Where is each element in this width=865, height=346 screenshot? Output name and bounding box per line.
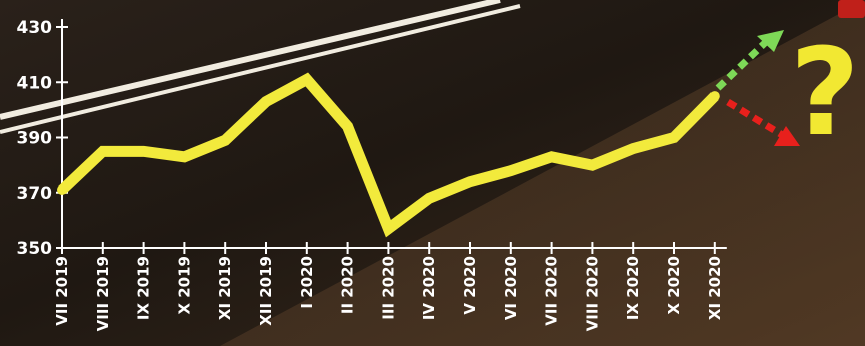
x-tick-label: VI 2020 (502, 256, 520, 320)
y-axis: 350 370 390 410 430 (17, 18, 68, 259)
data-point (628, 143, 639, 154)
x-tick-label: IX 2019 (135, 256, 153, 320)
data-point (669, 132, 679, 143)
data-point (97, 146, 108, 157)
data-point (220, 135, 231, 146)
x-tick-label: IV 2020 (420, 256, 438, 320)
data-point (505, 165, 516, 176)
data-point (138, 146, 149, 157)
data-point (383, 223, 394, 234)
y-tick-label: 350 (17, 239, 53, 259)
y-tick-label: 410 (17, 73, 53, 93)
x-tick-label: I 2020 (298, 256, 316, 309)
x-tick-label: II 2020 (339, 256, 357, 314)
background-road-line-1 (0, 0, 501, 120)
x-tick-label: XI 2019 (216, 256, 234, 320)
data-point (546, 151, 557, 162)
x-tick-label: XII 2019 (257, 256, 275, 326)
x-tick-label: X 2020 (665, 256, 683, 315)
data-point (261, 96, 271, 107)
arrow-up-icon (715, 30, 784, 91)
x-tick-label: X 2019 (175, 256, 193, 315)
data-point (424, 193, 435, 204)
x-tick-label: III 2020 (379, 256, 397, 320)
data-point (57, 184, 67, 195)
y-tick-label: 390 (17, 129, 53, 149)
x-tick-label: VII 2019 (53, 256, 71, 326)
x-tick-label: VII 2020 (543, 256, 561, 326)
y-tick-label: 430 (17, 18, 53, 38)
x-tick-label: V 2020 (461, 256, 479, 315)
y-tick-label: 370 (17, 184, 53, 204)
data-point (179, 151, 190, 162)
data-point (709, 91, 720, 102)
background-road-line-2 (0, 4, 521, 134)
x-tick-label: VIII 2020 (583, 256, 601, 331)
x-axis: VII 2019 VIII 2019 IX 2019 X 2019 XI 2019 XII… (53, 242, 727, 331)
x-tick-label: XI 2020 (706, 256, 724, 320)
x-tick-label: VIII 2019 (94, 256, 112, 331)
data-point (342, 121, 353, 132)
x-tick-label: IX 2020 (624, 256, 642, 320)
arrow-down-icon (726, 99, 800, 146)
background-red-light (838, 0, 865, 18)
background-road-surface (220, 0, 865, 346)
data-point (301, 74, 312, 85)
question-mark: ? (790, 24, 860, 163)
data-point (465, 176, 475, 187)
data-point (587, 160, 598, 171)
